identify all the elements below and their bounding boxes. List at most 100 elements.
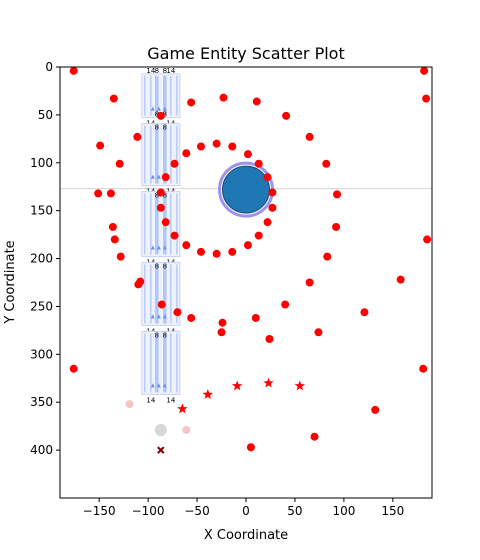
entity-box bbox=[141, 330, 181, 395]
enemy-point bbox=[157, 300, 166, 309]
enemy-point bbox=[254, 231, 263, 240]
enemy-point bbox=[109, 94, 118, 103]
enemy-point bbox=[310, 432, 319, 441]
enemy-point bbox=[419, 364, 428, 373]
enemy-point bbox=[115, 159, 124, 168]
x-axis-title: X Coordinate bbox=[204, 528, 288, 543]
enemy-point bbox=[268, 188, 277, 197]
y-tick-label: 150 bbox=[30, 204, 53, 218]
entity-label: 8 bbox=[155, 262, 159, 270]
enemy-point bbox=[110, 235, 119, 244]
y-tick-label: 0 bbox=[45, 60, 53, 74]
enemy-point bbox=[219, 93, 228, 102]
enemy-point bbox=[263, 173, 272, 182]
enemy-point bbox=[282, 111, 291, 120]
faded-point bbox=[125, 400, 134, 409]
enemy-point bbox=[69, 67, 78, 75]
enemy-point bbox=[332, 222, 341, 231]
entity-label: 8 bbox=[155, 111, 159, 119]
entity-marker bbox=[156, 245, 161, 250]
enemy-point bbox=[228, 142, 237, 151]
entity-label: 14 bbox=[146, 396, 155, 404]
enemy-point bbox=[133, 132, 142, 141]
x-tick-label: 50 bbox=[287, 504, 302, 518]
y-tick-label: 100 bbox=[30, 156, 53, 170]
enemy-point bbox=[420, 67, 429, 75]
entity-box bbox=[141, 123, 181, 187]
star-point bbox=[294, 380, 306, 391]
entity-marker bbox=[150, 245, 155, 250]
enemy-point bbox=[106, 189, 115, 198]
enemy-point bbox=[396, 275, 405, 284]
enemy-point bbox=[268, 203, 277, 212]
entity-marker bbox=[156, 383, 161, 388]
enemy-point bbox=[251, 313, 260, 322]
entity-label: 8 bbox=[155, 331, 159, 339]
enemy-point bbox=[333, 190, 342, 199]
x-tick-label: 100 bbox=[332, 504, 355, 518]
y-tick-label: 50 bbox=[38, 108, 53, 122]
grey-point bbox=[154, 423, 167, 436]
enemy-point bbox=[187, 313, 196, 322]
entity-label: 8 bbox=[163, 331, 167, 339]
enemy-point bbox=[212, 139, 221, 148]
y-tick-label: 350 bbox=[30, 395, 53, 409]
enemy-point bbox=[156, 188, 165, 197]
star-point bbox=[263, 377, 274, 388]
entity-label: 8 bbox=[163, 262, 167, 270]
star-point bbox=[202, 389, 214, 400]
enemy-point bbox=[360, 308, 369, 317]
y-tick-label: 200 bbox=[30, 252, 53, 266]
star-point bbox=[177, 403, 188, 414]
enemy-point bbox=[156, 111, 165, 120]
entity-label: 8 bbox=[163, 67, 167, 75]
x-tick-label: −100 bbox=[132, 504, 165, 518]
x-axis: −150 −100 −50 0 50 100 150 bbox=[83, 498, 404, 518]
enemy-point bbox=[173, 308, 182, 317]
enemy-point bbox=[228, 247, 237, 256]
entity-box bbox=[141, 261, 181, 326]
enemy-point bbox=[182, 149, 191, 158]
x-tick-label: −50 bbox=[184, 504, 209, 518]
faded-point bbox=[182, 425, 191, 434]
enemy-point bbox=[69, 364, 78, 373]
entity-marker bbox=[150, 106, 155, 111]
enemy-point bbox=[243, 241, 252, 250]
enemy-point bbox=[170, 159, 179, 168]
entity-label: 8 bbox=[155, 67, 159, 75]
x-tick-label: 0 bbox=[242, 504, 250, 518]
plot-content: 148814141488881414881414881414881414 bbox=[60, 67, 432, 454]
enemy-point bbox=[182, 241, 191, 250]
enemy-point bbox=[323, 252, 332, 261]
y-tick-label: 400 bbox=[30, 443, 53, 457]
entity-box bbox=[141, 73, 181, 119]
plot-area: 148814141488881414881414881414881414 bbox=[59, 66, 433, 499]
enemy-point bbox=[252, 97, 261, 106]
enemy-point bbox=[134, 280, 143, 289]
enemy-point bbox=[161, 173, 170, 182]
chart-title: Game Entity Scatter Plot bbox=[147, 44, 344, 63]
y-tick-label: 300 bbox=[30, 347, 53, 361]
enemy-point bbox=[156, 203, 165, 212]
entity-label: 8 bbox=[163, 111, 167, 119]
enemy-point bbox=[94, 189, 103, 198]
enemy-point bbox=[196, 247, 205, 256]
entity-label: 8 bbox=[155, 192, 159, 200]
entity-marker bbox=[162, 314, 167, 319]
enemy-point bbox=[170, 231, 179, 240]
entity-marker bbox=[162, 245, 167, 250]
enemy-point bbox=[246, 443, 255, 452]
enemy-point bbox=[422, 94, 431, 103]
enemy-point bbox=[305, 278, 314, 287]
enemy-point bbox=[108, 222, 117, 231]
enemy-point bbox=[305, 132, 314, 141]
entity-marker bbox=[162, 383, 167, 388]
enemy-point bbox=[322, 159, 331, 168]
entity-marker bbox=[150, 174, 155, 179]
